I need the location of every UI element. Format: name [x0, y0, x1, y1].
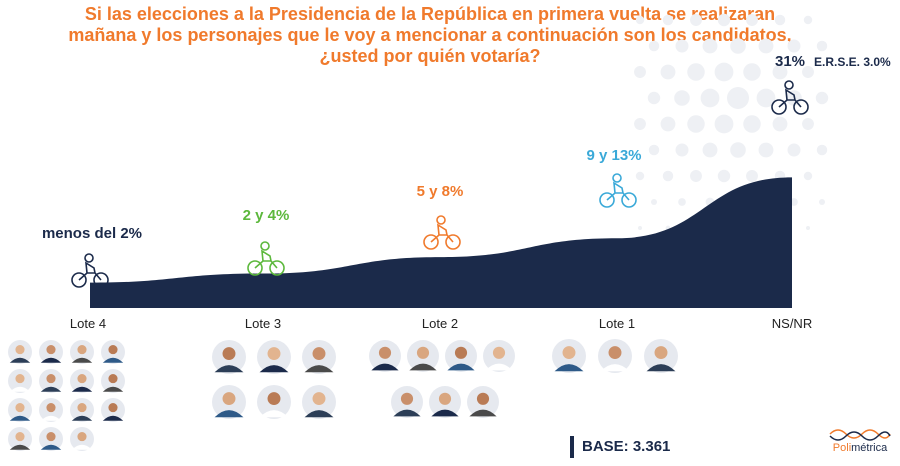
candidate-photo-icon: [101, 340, 125, 364]
category-label: Lote 3: [245, 316, 281, 331]
candidate-photo-icon: [101, 398, 125, 422]
logo-part1: Poli: [832, 442, 852, 454]
cyclist-icon: [247, 241, 285, 276]
candidate-photo-icon: [391, 386, 423, 418]
logo-part2: métrica: [851, 442, 888, 454]
cyclist-icon: [599, 173, 637, 208]
cyclist-icon: [423, 215, 461, 250]
candidate-photo-icon: [39, 369, 63, 393]
candidate-photo-icon: [8, 369, 32, 393]
candidate-photo-icon: [598, 339, 632, 373]
candidate-photo-icon: [644, 339, 678, 373]
candidate-photo-icon: [212, 340, 246, 374]
candidate-photo-icon: [39, 398, 63, 422]
chart-title: Si las elecciones a la Presidencia de la…: [68, 4, 792, 66]
candidate-photo-icon: [212, 385, 246, 419]
candidate-photo-icon: [369, 340, 401, 372]
candidate-photo-icon: [8, 398, 32, 422]
value-label: 5 y 8%: [417, 183, 464, 200]
candidate-photo-icon: [467, 386, 499, 418]
candidate-photo-icon: [70, 398, 94, 422]
candidate-photo-icon: [101, 369, 125, 393]
cyclist-icon: [71, 253, 109, 288]
polimetrica-logo: Polimétrica: [824, 424, 896, 464]
candidate-photo-icon: [39, 340, 63, 364]
candidate-photo-icon: [39, 427, 63, 451]
cyclist-icon: [771, 80, 809, 115]
candidate-photo-icon: [552, 339, 586, 373]
category-label: Lote 4: [70, 316, 106, 331]
candidate-photo-icon: [445, 340, 477, 372]
area-series: [90, 177, 792, 308]
candidate-photo-icon: [8, 427, 32, 451]
candidate-photo-icon: [257, 385, 291, 419]
decorative-dots: [634, 13, 829, 231]
candidate-photo-icon: [483, 340, 515, 372]
erse-annotation: E.R.S.E. 3.0%: [814, 55, 891, 69]
candidate-photo-icon: [8, 340, 32, 364]
category-label: Lote 2: [422, 316, 458, 331]
value-label: menos del 2%: [42, 225, 142, 242]
candidate-photo-icon: [407, 340, 439, 372]
candidate-photo-icon: [302, 385, 336, 419]
candidate-photo-icon: [70, 369, 94, 393]
value-label: 2 y 4%: [243, 207, 290, 224]
base-label: BASE: 3.361: [570, 436, 670, 458]
candidate-photo-icon: [70, 340, 94, 364]
candidate-photo-icon: [429, 386, 461, 418]
candidate-photo-icon: [70, 427, 94, 451]
value-label: 9 y 13%: [586, 147, 641, 164]
category-label: Lote 1: [599, 316, 635, 331]
candidate-photo-icon: [257, 340, 291, 374]
category-label: NS/NR: [772, 316, 812, 331]
candidate-photo-icon: [302, 340, 336, 374]
value-label: 31%: [775, 53, 805, 70]
